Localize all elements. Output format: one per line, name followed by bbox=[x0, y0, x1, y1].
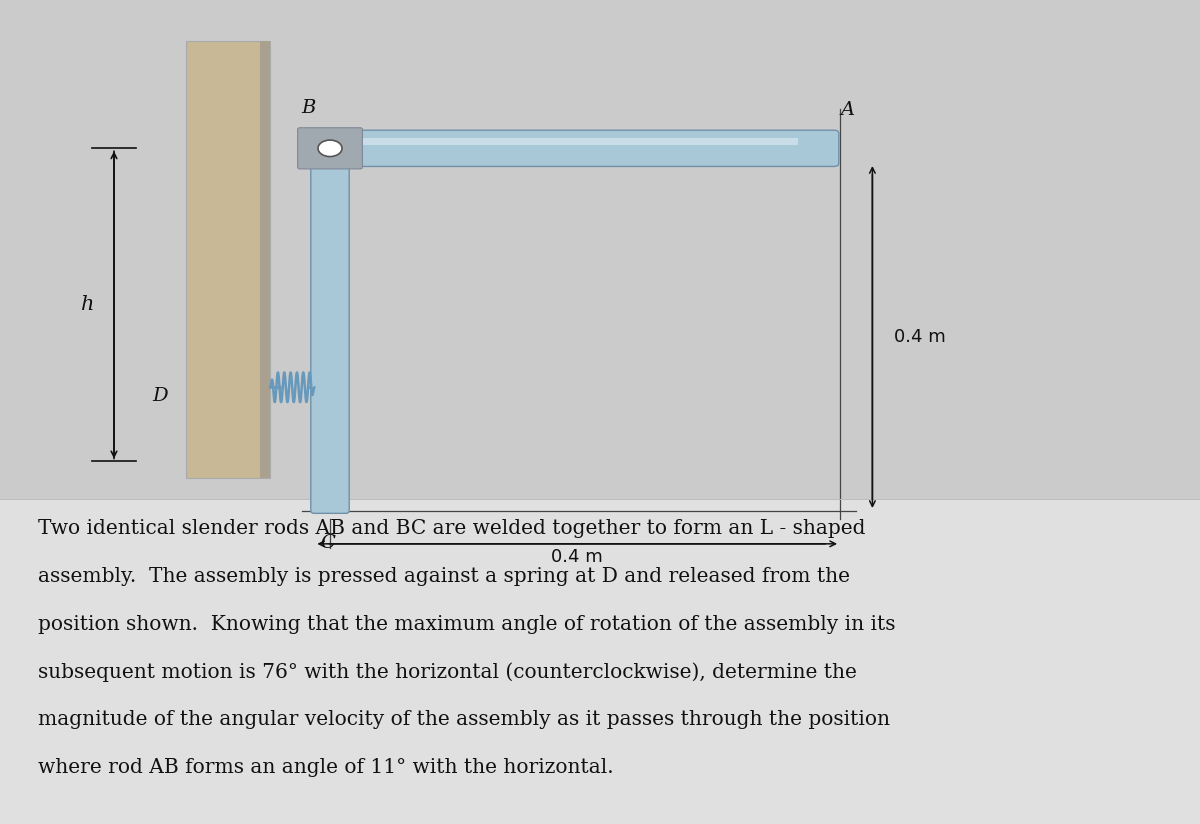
Text: B: B bbox=[301, 99, 316, 117]
Text: Two identical slender rods AB and BC are welded together to form an L - shaped: Two identical slender rods AB and BC are… bbox=[38, 519, 866, 538]
Text: magnitude of the angular velocity of the assembly as it passes through the posit: magnitude of the angular velocity of the… bbox=[38, 710, 890, 729]
Circle shape bbox=[318, 140, 342, 157]
Bar bbox=[0, 499, 1200, 824]
Text: position shown.  Knowing that the maximum angle of rotation of the assembly in i: position shown. Knowing that the maximum… bbox=[38, 615, 896, 634]
Text: assembly.  The assembly is pressed against a spring at D and released from the: assembly. The assembly is pressed agains… bbox=[38, 567, 851, 586]
FancyBboxPatch shape bbox=[298, 128, 362, 169]
Text: h: h bbox=[80, 295, 95, 315]
Text: A: A bbox=[840, 101, 854, 119]
Text: 0.4 m: 0.4 m bbox=[894, 328, 946, 346]
Text: 0.4 m: 0.4 m bbox=[551, 548, 604, 566]
Bar bbox=[336, 138, 798, 145]
Text: C: C bbox=[320, 534, 335, 552]
Bar bbox=[260, 41, 270, 478]
FancyBboxPatch shape bbox=[319, 130, 839, 166]
Text: subsequent motion is 76° with the horizontal (counterclockwise), determine the: subsequent motion is 76° with the horizo… bbox=[38, 662, 857, 682]
Text: D: D bbox=[152, 386, 168, 405]
Bar bbox=[186, 41, 270, 478]
FancyBboxPatch shape bbox=[311, 138, 349, 513]
Text: where rod AB forms an angle of 11° with the horizontal.: where rod AB forms an angle of 11° with … bbox=[38, 758, 614, 777]
